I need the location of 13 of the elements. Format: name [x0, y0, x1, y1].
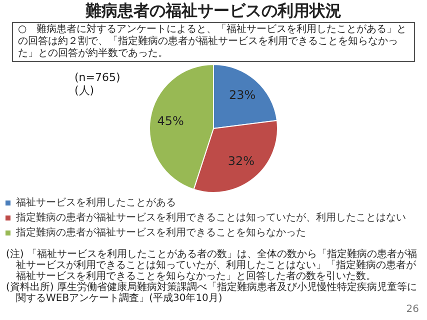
text: (n=765)	[74, 70, 120, 84]
legend-label: 指定難病の患者が福祉サービスを利用できることを知らなかった	[15, 226, 306, 239]
chart-subtitle: ○ 難病患者に対するアンケートによると、「福祉サービスを利用したことがある」との回答は約２割で、「指定難病の患者が福祉サービスを利用できることを知らなかった」との回答が約半数であった。	[12, 22, 415, 62]
data-label: 32%	[228, 154, 255, 168]
legend-label: 指定難病の患者が福祉サービスを利用できることは知っていたが、利用したことはない	[15, 212, 406, 224]
data-label: 23%	[228, 88, 256, 102]
text: (注) 「福祉サービスを利用したことがある者の数」は、全体の数から「指定難病の患者が福祉サービスが利用できることは知っていたが、利用したことはない」「指定難病の患者が福祉サービスを利用できることを知らなかった」と回答した者の数を引いた数。	[6, 249, 418, 282]
chart-title: 難病患者の福祉サービスの利用状況	[84, 1, 342, 21]
text: 26	[406, 304, 419, 315]
legend-label: 福祉サービスを利用したことがある	[16, 196, 176, 209]
data-label: 45%	[157, 114, 184, 128]
text: (人)	[74, 84, 94, 97]
text: (資料出所) 厚生労働省健康局難病対策課調べ「指定難病患者及び小児慢性特定疾病児童等に関するWEBアンケート調査」(平成30年10月)	[6, 282, 418, 304]
